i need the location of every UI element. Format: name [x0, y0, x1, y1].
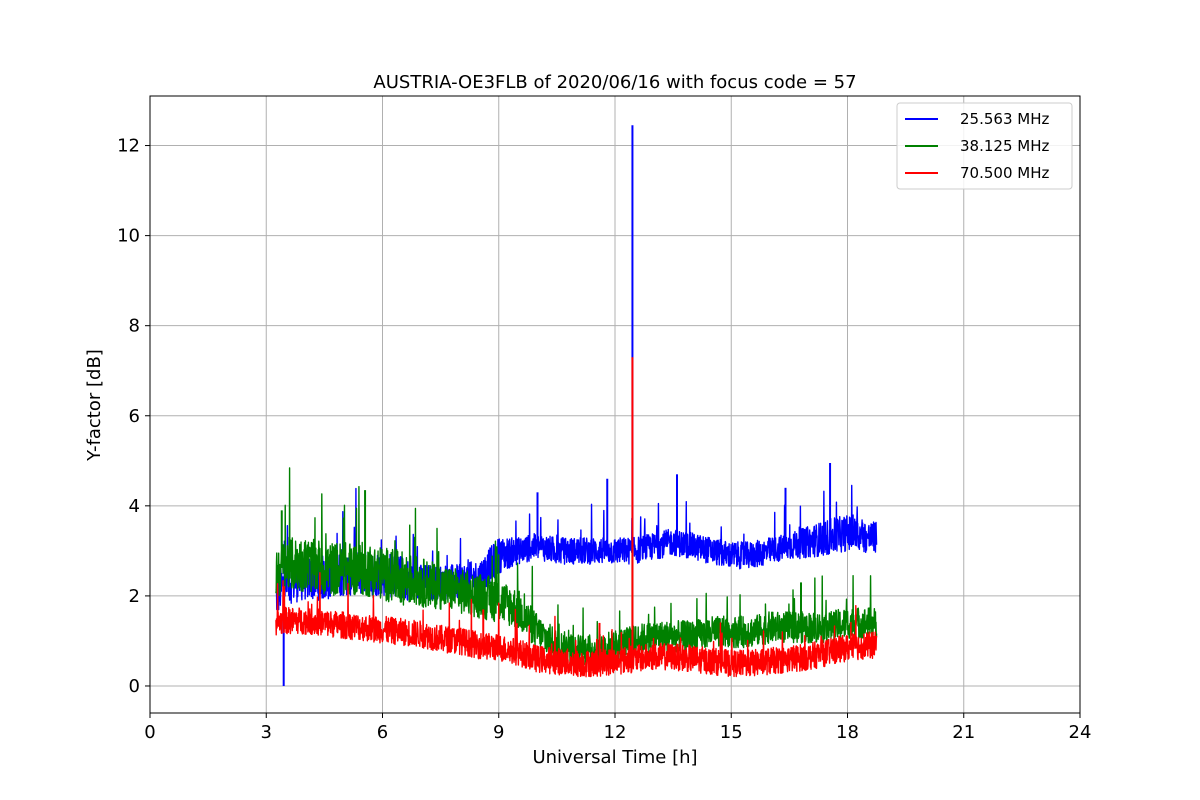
y-tick-label: 12	[117, 136, 140, 157]
y-tick-label: 8	[129, 316, 140, 337]
x-tick-label: 15	[720, 722, 743, 743]
legend-label-0: 25.563 MHz	[960, 110, 1049, 128]
y-tick-label: 4	[129, 496, 140, 517]
x-tick-label: 18	[836, 722, 859, 743]
x-tick-label: 21	[952, 722, 975, 743]
x-tick-label: 12	[604, 722, 627, 743]
y-tick-label: 6	[129, 406, 140, 427]
y-axis-label: Y-factor [dB]	[84, 349, 105, 462]
y-axis: 0 2 4 6 8 10 12	[117, 136, 150, 697]
x-tick-label: 24	[1069, 722, 1092, 743]
series-line-2	[275, 572, 878, 678]
x-tick-label: 3	[261, 722, 272, 743]
x-tick-label: 0	[144, 722, 155, 743]
x-tick-label: 6	[377, 722, 388, 743]
chart-title: AUSTRIA-OE3FLB of 2020/06/16 with focus …	[373, 72, 856, 93]
x-axis: 0 3 6 9 12 15 18 21 24	[144, 713, 1091, 743]
legend-label-2: 70.500 MHz	[960, 164, 1049, 182]
series-line-0	[275, 484, 878, 611]
y-tick-label: 10	[117, 226, 140, 247]
x-tick-label: 9	[493, 722, 504, 743]
x-axis-label: Universal Time [h]	[532, 747, 697, 768]
series-layer	[275, 125, 878, 686]
legend: 25.563 MHz 38.125 MHz 70.500 MHz	[896, 102, 1073, 190]
legend-box	[896, 102, 1073, 190]
y-tick-label: 0	[129, 676, 140, 697]
legend-label-1: 38.125 MHz	[960, 137, 1049, 155]
y-tick-label: 2	[129, 586, 140, 607]
